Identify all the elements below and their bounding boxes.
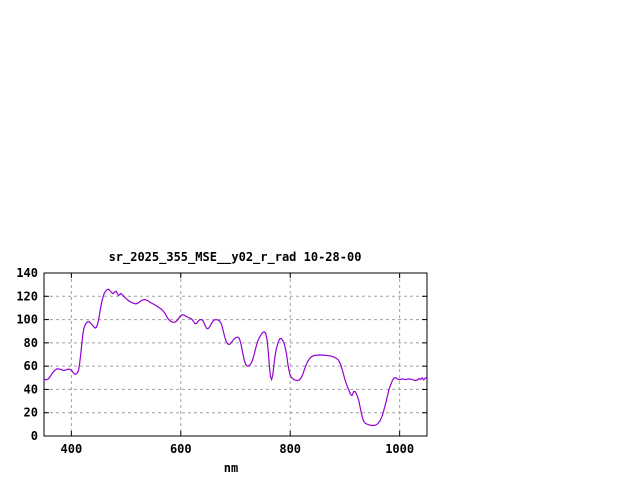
x-tick-label: 600 xyxy=(170,442,192,456)
y-tick-label: 80 xyxy=(24,336,38,350)
y-tick-label: 100 xyxy=(16,313,38,327)
y-tick-label: 0 xyxy=(31,429,38,443)
x-tick-label: 400 xyxy=(61,442,83,456)
y-tick-label: 140 xyxy=(16,266,38,280)
gridlines xyxy=(44,273,427,436)
x-tick-labels: 400 600 800 1000 xyxy=(61,442,415,456)
chart-title: sr_2025_355_MSE__y02_r_rad 10-28-00 xyxy=(109,250,362,265)
y-tick-label: 20 xyxy=(24,406,38,420)
y-tick-label: 120 xyxy=(16,289,38,303)
y-tick-label: 60 xyxy=(24,359,38,373)
x-tick-label: 1000 xyxy=(385,442,414,456)
plot-border xyxy=(43,272,428,437)
x-axis-label: nm xyxy=(224,461,238,475)
y-tick-labels: 0 20 40 60 80 100 120 140 xyxy=(16,266,38,443)
x-tick-label: 800 xyxy=(279,442,301,456)
spectrum-line xyxy=(43,288,428,427)
y-tick-label: 40 xyxy=(24,382,38,396)
tick-marks xyxy=(44,272,427,437)
